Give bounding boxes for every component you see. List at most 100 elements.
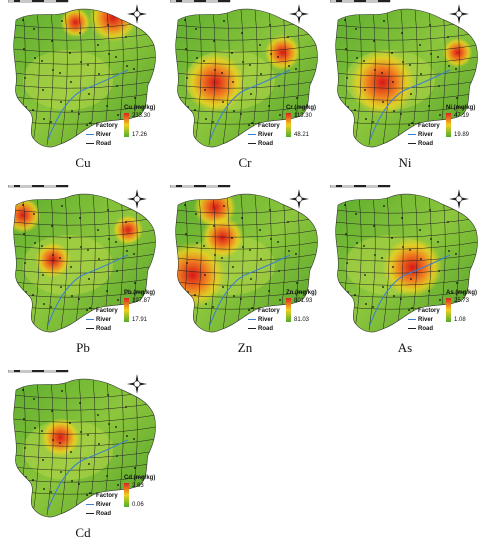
hotspot: [41, 418, 80, 457]
north-arrow-icon: [126, 3, 148, 25]
legend-road: Road: [248, 326, 273, 332]
legend-factory: • Factory: [248, 308, 280, 314]
legend-max: 233.30: [132, 113, 151, 119]
color-ramp: [286, 113, 291, 137]
legend-river: River: [86, 317, 111, 323]
scale-bar: [8, 0, 69, 3]
legend-title: As (mg/kg): [446, 290, 478, 296]
legend-river: River: [248, 317, 273, 323]
panel-caption: Cr: [238, 155, 252, 170]
legend-factory: • Factory: [408, 123, 440, 129]
legend-max: 197.87: [132, 298, 151, 304]
river: [209, 254, 291, 326]
legend-factory: • Factory: [248, 123, 280, 129]
north-arrow-icon: [288, 3, 310, 25]
legend-max: 113.30: [294, 113, 312, 119]
hotspot: [89, 9, 137, 42]
color-ramp: [286, 298, 291, 322]
map-panel-as: • Factory River Road As (mg/kg) 25.73 1.0…: [330, 185, 480, 355]
legend-max: 801.93: [294, 298, 313, 304]
legend-title: Cu (mg/kg): [124, 105, 156, 111]
hotspot: [264, 34, 301, 71]
hotspot: [349, 49, 416, 116]
legend-title: Cd (mg/kg): [124, 475, 156, 481]
river: [47, 69, 129, 141]
river: [369, 254, 451, 326]
legend-factory: • Factory: [86, 493, 118, 499]
legend-factory: • Factory: [408, 308, 440, 314]
legend: • Factory River Road As (mg/kg) 25.73 1.0…: [408, 290, 480, 335]
scale-bar: [330, 185, 391, 188]
legend-min: 81.03: [294, 317, 310, 323]
legend-max: 47.19: [454, 113, 470, 119]
legend-min: 17.91: [132, 317, 148, 323]
legend-river: River: [248, 132, 273, 138]
road-network: [13, 379, 156, 516]
legend-factory: • Factory: [86, 123, 118, 129]
north-arrow-icon: [126, 188, 148, 210]
legend-max: 25.73: [454, 298, 470, 304]
legend-river: River: [408, 132, 433, 138]
map-panel-pb: • Factory River Road Pb (mg/kg) 197.87 17…: [8, 185, 158, 355]
color-ramp: [446, 298, 451, 322]
legend-river: River: [408, 317, 433, 323]
river: [369, 69, 451, 141]
legend-river: River: [86, 132, 111, 138]
legend-road: Road: [86, 326, 111, 332]
legend: • Factory River Road Ni (mg/kg) 47.19 19.…: [408, 105, 480, 150]
panel-caption: Zn: [237, 340, 253, 355]
legend-factory: • Factory: [86, 308, 118, 314]
legend-road: Road: [408, 326, 433, 332]
north-arrow-icon: [126, 373, 148, 395]
legend: • Factory River Road Cu (mg/kg) 233.30 17…: [86, 105, 158, 150]
scale-bar: [330, 0, 391, 3]
legend-title: Zn (mg/kg): [286, 290, 317, 296]
factory-points: [22, 204, 137, 313]
north-arrow-icon: [448, 3, 470, 25]
legend-river: River: [86, 502, 111, 508]
hotspot: [60, 9, 91, 38]
legend-road: Road: [248, 141, 273, 147]
panel-caption: Cu: [75, 155, 91, 170]
legend-min: 19.89: [454, 132, 470, 138]
hotspot: [442, 37, 473, 68]
legend-max: 2.83: [132, 483, 144, 489]
panel-caption: Ni: [398, 155, 412, 170]
color-ramp: [446, 113, 451, 137]
map-panel-cu: • Factory River Road Cu (mg/kg) 233.30 17…: [8, 0, 158, 170]
legend-road: Road: [86, 141, 111, 147]
scale-bar: [170, 185, 231, 188]
legend-road: Road: [86, 511, 111, 517]
north-arrow-icon: [448, 188, 470, 210]
river: [47, 254, 129, 326]
scale-bar: [8, 370, 69, 373]
panel-caption: As: [397, 340, 413, 355]
hotspot: [113, 215, 143, 245]
legend-road: Road: [408, 141, 433, 147]
legend-title: Ni (mg/kg): [446, 105, 476, 111]
map-panel-zn: • Factory River Road Zn (mg/kg) 801.93 81…: [170, 185, 320, 355]
legend: • Factory River Road Cr (mg/kg) 113.30 48…: [248, 105, 320, 150]
legend: • Factory River Road Zn (mg/kg) 801.93 81…: [248, 290, 320, 335]
panel-caption: Cd: [75, 525, 91, 540]
legend: • Factory River Road Cd (mg/kg) 2.83 0.06: [86, 475, 158, 520]
map-panel-cr: • Factory River Road Cr (mg/kg) 113.30 48…: [170, 0, 320, 170]
scale-bar: [8, 185, 69, 188]
river: [209, 69, 291, 141]
legend-title: Cr (mg/kg): [286, 105, 316, 111]
factory-points: [184, 204, 299, 313]
hotspot: [382, 237, 443, 298]
map-panel-cd: • Factory River Road Cd (mg/kg) 2.83 0.06…: [8, 370, 158, 540]
legend-min: 48.21: [294, 132, 310, 138]
color-ramp: [124, 483, 129, 507]
map-panel-ni: • Factory River Road Ni (mg/kg) 47.19 19.…: [330, 0, 480, 170]
color-ramp: [124, 113, 129, 137]
north-arrow-icon: [288, 188, 310, 210]
legend-title: Pb (mg/kg): [124, 290, 155, 296]
legend-min: 1.08: [454, 317, 466, 323]
legend: • Factory River Road Pb (mg/kg) 197.87 17…: [86, 290, 158, 335]
color-ramp: [124, 298, 129, 322]
river: [47, 439, 129, 511]
legend-min: 17.26: [132, 132, 148, 138]
scale-bar: [170, 0, 231, 3]
